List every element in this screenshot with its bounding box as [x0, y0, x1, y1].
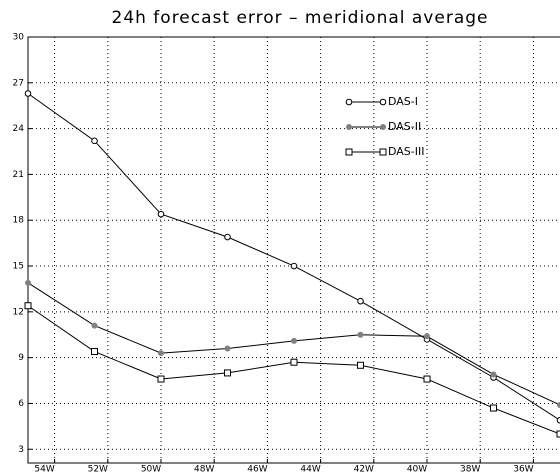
y-tick-label: 21: [13, 170, 24, 180]
marker: [345, 148, 353, 156]
marker: [24, 90, 32, 97]
chart-title: 24h forecast error – meridional average: [112, 8, 489, 28]
marker: [423, 375, 431, 383]
legend-label: DAS-II: [388, 120, 421, 133]
y-tick-label: 30: [13, 33, 25, 43]
marker: [91, 348, 98, 356]
marker: [224, 369, 231, 377]
x-tick-label: 36W: [513, 465, 533, 474]
marker: [157, 210, 165, 218]
marker: [157, 375, 165, 383]
marker: [357, 297, 364, 305]
marker: [224, 233, 231, 241]
marker: [490, 404, 497, 412]
legend-label: DAS-I: [388, 95, 418, 108]
legend-label: DAS-III: [388, 145, 425, 158]
x-tick-label: 44W: [300, 465, 320, 474]
y-tick-label: 18: [13, 216, 25, 226]
marker: [91, 322, 98, 329]
x-tick-label: 46W: [247, 465, 267, 474]
marker: [379, 148, 387, 156]
marker: [224, 345, 231, 352]
y-tick-label: 24: [13, 124, 25, 134]
marker: [357, 361, 364, 369]
y-tick-label: 27: [13, 78, 24, 88]
marker: [380, 124, 386, 130]
marker: [290, 358, 298, 366]
marker: [357, 331, 364, 338]
marker: [424, 333, 430, 340]
marker: [557, 401, 560, 408]
y-tick-label: 12: [13, 307, 24, 317]
y-tick-label: 15: [13, 262, 24, 272]
marker: [379, 98, 387, 106]
x-tick-label: 54W: [34, 465, 54, 474]
x-tick-label: 52W: [88, 465, 108, 474]
series-line: [27, 93, 560, 421]
y-tick-label: 6: [18, 399, 24, 409]
x-tick-label: 40W: [407, 465, 427, 474]
x-tick-label: 42W: [354, 465, 374, 474]
plot-frame: [27, 36, 560, 464]
marker: [91, 137, 98, 145]
marker: [24, 302, 32, 310]
x-tick-label: 48W: [194, 465, 214, 474]
marker: [25, 279, 31, 286]
y-tick-label: 9: [18, 353, 24, 363]
marker: [556, 430, 560, 438]
x-tick-label: 38W: [460, 465, 480, 474]
marker: [346, 124, 352, 130]
marker: [490, 371, 497, 378]
marker: [291, 337, 297, 344]
y-tick-label: 3: [18, 445, 24, 455]
marker: [556, 416, 560, 424]
x-tick-label: 50W: [141, 465, 161, 474]
marker: [290, 262, 298, 270]
marker: [345, 98, 353, 106]
marker: [158, 350, 164, 357]
